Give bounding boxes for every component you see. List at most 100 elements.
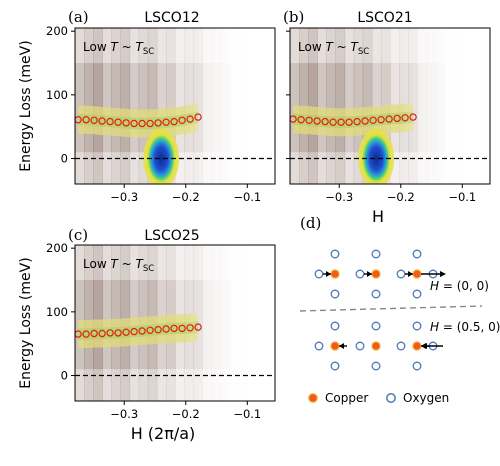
oxygen-atom [371, 361, 381, 371]
x-tick-label: −0.2 [172, 407, 200, 421]
arrow-head [326, 271, 331, 277]
dispersion-point [178, 116, 186, 125]
panel-c-title: LSCO25 [144, 228, 199, 244]
copper-atom [371, 269, 381, 279]
dispersion-point [98, 117, 106, 125]
y-tick-label: 0 [61, 152, 68, 166]
dispersion-point [393, 114, 401, 123]
copper-legend-marker [308, 393, 318, 403]
dispersion-point [138, 119, 146, 128]
oxygen-legend-label: Oxygen [403, 391, 449, 405]
dispersion-point [313, 117, 321, 125]
arrow-head [421, 343, 427, 349]
panel-a-plot: −0.3 −0.2 −0.1 0 100 200 Low T ~ TSC Energy Los… [18, 24, 276, 204]
lattice-bottom [314, 321, 443, 371]
oxygen-atom [412, 361, 422, 371]
dispersion-point [186, 115, 194, 123]
panel-a: (a) LSCO12 −0.3 −0.2 −0.1 0 100 200 Low T ~ TS… [18, 8, 276, 204]
y-axis-label: Energy Loss (meV) [18, 40, 34, 171]
dispersion-point [82, 115, 90, 124]
x-tick-label: −0.3 [325, 190, 353, 204]
oxygen-atom [396, 269, 406, 279]
panel-b-label: (b) [283, 8, 304, 26]
dispersion-point [170, 117, 178, 126]
dispersion-point [297, 115, 305, 124]
oxygen-atom [314, 341, 324, 351]
oxygen-atom [396, 341, 406, 351]
copper-atom [330, 341, 340, 351]
dispersion-point [162, 118, 170, 126]
oxygen-atom [355, 269, 365, 279]
dispersion-point [194, 113, 202, 121]
dispersion-point [130, 327, 138, 336]
x-tick-label: −0.3 [110, 407, 138, 421]
copper-legend-label: Copper [325, 391, 368, 405]
plot-frame [289, 27, 491, 185]
oxygen-atom [330, 249, 340, 259]
dispersion-point [321, 117, 329, 126]
dispersion-point [329, 118, 337, 126]
panel-b-title: LSCO21 [357, 10, 412, 26]
x-axis-label: H [372, 207, 384, 226]
y-axis-label: Energy Loss (meV) [18, 257, 34, 388]
y-tick-label: 0 [61, 369, 68, 383]
dispersion-point [353, 117, 361, 126]
diagram-legend: Copper Oxygen [308, 391, 449, 405]
oxygen-atom [371, 249, 381, 259]
oxygen-atom [371, 321, 381, 331]
elastic-peak [146, 132, 177, 184]
copper-atom [371, 341, 381, 351]
dispersion-point [98, 329, 106, 338]
dispersion-point [106, 117, 114, 126]
dispersion-point [154, 119, 162, 127]
panel-a-title: LSCO12 [144, 10, 199, 26]
oxygen-atom [355, 341, 365, 351]
dispersion-point [305, 116, 313, 125]
dispersion-point [170, 324, 178, 333]
dispersion-point [106, 329, 114, 337]
dispersion-point [178, 324, 186, 333]
condition-annotation: Low T ~ TSC [83, 40, 154, 57]
oxygen-atom [412, 249, 422, 259]
panel-c: (c) LSCO25 −0.3 −0.2 −0.1 0 100 200 Low T ~ TS… [18, 226, 276, 443]
dispersion-point [154, 326, 162, 334]
dispersion-point [82, 330, 90, 338]
arrow-head [367, 271, 372, 277]
diagram-divider [299, 305, 483, 312]
dispersion-point [409, 113, 417, 121]
dispersion-point [369, 116, 377, 125]
dispersion-point [122, 119, 130, 127]
plot-frame [74, 27, 276, 185]
elastic-peak [361, 132, 392, 184]
x-tick-label: −0.1 [233, 190, 261, 204]
copper-atom [330, 269, 340, 279]
copper-atom [412, 269, 422, 279]
dispersion-point [138, 327, 146, 335]
condition-annotation: Low T ~ TSC [298, 40, 369, 57]
panel-d-diagram: (d) H = (0, 0) H = (0.5, 0) Copper Oxyge… [299, 214, 500, 405]
condition-annotation: Low T ~ TSC [83, 257, 154, 274]
panel-d-label: (d) [300, 214, 321, 232]
oxygen-atom [330, 321, 340, 331]
plot-frame [74, 244, 276, 402]
bottom-wavevector-label: H = (0.5, 0) [430, 320, 500, 334]
oxygen-atom [412, 289, 422, 299]
dispersion-point [130, 119, 138, 128]
arrow-head [408, 271, 413, 277]
dispersion-point [114, 118, 122, 126]
dispersion-point [186, 324, 194, 332]
y-tick-label: 200 [46, 24, 68, 38]
dispersion-point [401, 114, 409, 122]
panel-c-label: (c) [68, 226, 88, 244]
panel-b: (b) LSCO21 −0.3 −0.2 −0.1 Low T ~ TSC H [283, 8, 491, 226]
oxygen-legend-marker [386, 393, 396, 403]
x-axis-label: H (2π/a) [131, 424, 196, 443]
oxygen-atom [412, 321, 422, 331]
dispersion-point [90, 329, 98, 338]
dispersion-point [337, 118, 345, 126]
dispersion-point [90, 116, 98, 125]
lattice-top [314, 249, 446, 299]
dispersion-point [377, 115, 385, 124]
x-tick-label: −0.2 [172, 190, 200, 204]
